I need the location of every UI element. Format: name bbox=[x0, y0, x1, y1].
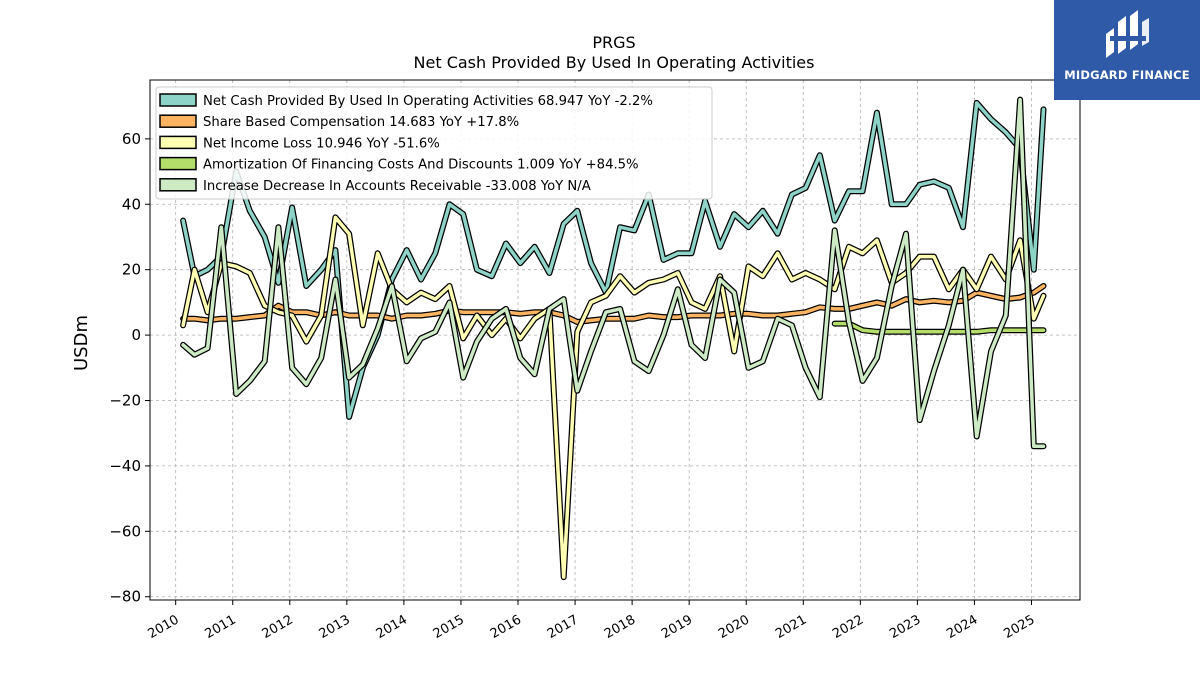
chart-title: PRGS bbox=[592, 33, 635, 52]
legend-swatch-0 bbox=[159, 93, 197, 107]
legend-swatch-2 bbox=[159, 135, 197, 150]
y-tick-label: −20 bbox=[109, 392, 141, 410]
series-line-2 bbox=[181, 215, 1046, 579]
series-line-4 bbox=[181, 97, 1046, 449]
legend-label-1: Share Based Compensation 14.683 YoY +17.… bbox=[203, 115, 519, 130]
y-tick-label: 20 bbox=[122, 261, 141, 279]
series-lines bbox=[180, 96, 1047, 581]
legend-swatch-4 bbox=[159, 178, 197, 192]
y-tick-label: 60 bbox=[122, 130, 141, 148]
y-tick-label: −80 bbox=[109, 588, 141, 606]
legend-label-2: Net Income Loss 10.946 YoY -51.6% bbox=[203, 136, 440, 151]
series-line-0 bbox=[181, 101, 1046, 419]
legend-label-0: Net Cash Provided By Used In Operating A… bbox=[203, 94, 653, 109]
y-tick-label: −40 bbox=[109, 457, 141, 475]
midgard-logo-icon bbox=[1106, 10, 1149, 58]
legend-label-4: Increase Decrease In Accounts Receivable… bbox=[203, 179, 591, 194]
legend-box bbox=[155, 86, 713, 200]
legend-swatch-3 bbox=[159, 156, 197, 171]
y-tick-label: 0 bbox=[131, 326, 141, 344]
y-tick-label: −60 bbox=[109, 522, 141, 540]
brand-name: MIDGARD FINANCE bbox=[1064, 68, 1190, 82]
legend: Net Cash Provided By Used In Operating A… bbox=[155, 86, 713, 200]
y-tick-label: 40 bbox=[122, 195, 141, 213]
legend-label-3: Amortization Of Financing Costs And Disc… bbox=[203, 158, 639, 173]
legend-swatch-1 bbox=[159, 114, 197, 128]
y-axis-label: USDm bbox=[71, 315, 92, 371]
series-line-3 bbox=[832, 321, 1046, 334]
plot-frame bbox=[149, 79, 1081, 601]
chart-subtitle: Net Cash Provided By Used In Operating A… bbox=[414, 53, 815, 72]
brand-logo: MIDGARD FINANCE bbox=[1054, 0, 1200, 100]
